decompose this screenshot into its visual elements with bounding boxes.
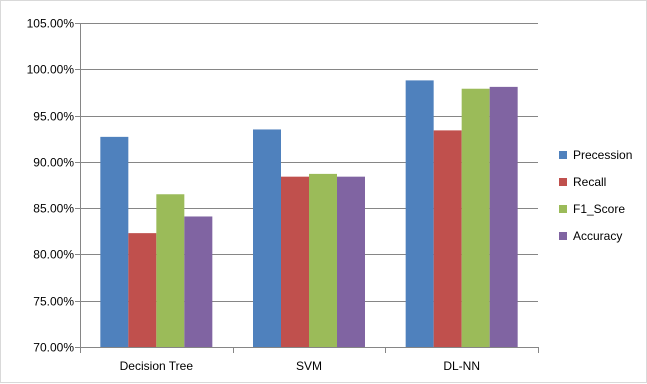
y-tick-label: 105.00% bbox=[27, 17, 75, 31]
legend-label: Precession bbox=[573, 148, 632, 162]
bar-accuracy-0 bbox=[184, 216, 213, 347]
legend: Precession Recall F1_Score Accuracy bbox=[559, 148, 632, 243]
y-tick-label: 70.00% bbox=[33, 341, 74, 355]
y-tick-label: 80.00% bbox=[33, 248, 74, 262]
bar-recall-2 bbox=[433, 130, 462, 347]
y-tick-labels: 70.00% 75.00% 80.00% 85.00% 90.00% 95.00% 100.… bbox=[27, 17, 75, 355]
bar-recall-0 bbox=[128, 233, 157, 347]
bar-f1-score-2 bbox=[461, 88, 490, 348]
x-category-label: SVM bbox=[296, 359, 322, 373]
bar-accuracy-1 bbox=[337, 176, 365, 347]
legend-swatch-f1-score bbox=[559, 205, 567, 213]
bar-precession-0 bbox=[100, 136, 129, 347]
y-tick-label: 95.00% bbox=[33, 110, 74, 124]
legend-label: Recall bbox=[573, 175, 606, 189]
bar-precession-2 bbox=[405, 80, 434, 347]
bar-f1-score-1 bbox=[309, 173, 337, 347]
x-category-labels: Decision Tree SVM DL-NN bbox=[120, 359, 480, 373]
y-tick-label: 85.00% bbox=[33, 202, 74, 216]
bar-precession-1 bbox=[253, 129, 281, 347]
bars bbox=[100, 80, 518, 348]
y-tick-label: 90.00% bbox=[33, 156, 74, 170]
legend-swatch-precession bbox=[559, 151, 567, 159]
bar-recall-1 bbox=[281, 176, 309, 347]
y-tick-label: 75.00% bbox=[33, 295, 74, 309]
y-tick-label: 100.00% bbox=[27, 63, 75, 77]
legend-label: F1_Score bbox=[573, 202, 625, 216]
bar-accuracy-2 bbox=[489, 86, 518, 348]
bar-f1-score-0 bbox=[156, 194, 185, 347]
x-category-label: DL-NN bbox=[443, 359, 480, 373]
axes bbox=[75, 23, 539, 353]
legend-swatch-accuracy bbox=[559, 232, 567, 240]
legend-label: Accuracy bbox=[573, 229, 622, 243]
x-category-label: Decision Tree bbox=[120, 359, 194, 373]
legend-swatch-recall bbox=[559, 178, 567, 186]
